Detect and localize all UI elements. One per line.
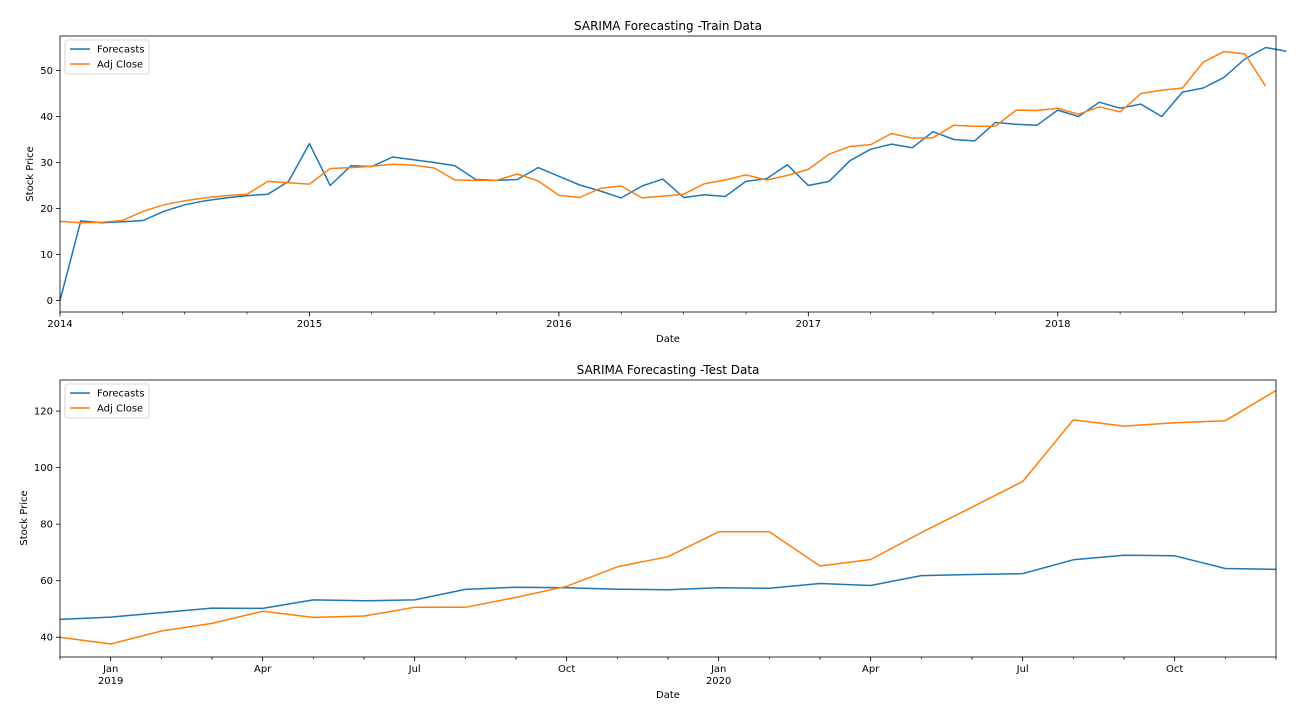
train-chart: SARIMA Forecasting -Train Data 0 10 20 30 40… <box>25 19 1287 345</box>
axes-frame <box>59 35 1277 313</box>
y-tick-label: 0 <box>47 296 53 307</box>
y-tick-label: 40 <box>40 112 53 123</box>
y-axis: 40 60 80 100 120 <box>34 407 60 644</box>
plot-area <box>59 46 1287 301</box>
test-chart: SARIMA Forecasting -Test Data 40 60 80 100 1… <box>19 363 1277 701</box>
y-axis: 0 10 20 30 40 50 <box>40 66 60 307</box>
y-tick-label: 30 <box>40 158 53 169</box>
x-tick-sublabel: 2020 <box>706 676 731 687</box>
x-tick-label: 2016 <box>546 319 571 330</box>
x-tick-label: Apr <box>862 664 880 675</box>
x-axis-label: Date <box>656 334 680 345</box>
x-axis: 2014 2015 2016 2017 2018 <box>47 312 1246 330</box>
chart-title: SARIMA Forecasting -Test Data <box>577 363 760 377</box>
plot-area <box>59 389 1277 645</box>
x-axis-label: Date <box>656 690 680 701</box>
legend: Forecasts Adj Close <box>64 383 150 419</box>
axes-frame <box>59 379 1277 658</box>
y-tick-label: 100 <box>34 463 53 474</box>
x-tick-label: Jul <box>408 664 421 675</box>
series-line-forecasts <box>59 46 1287 301</box>
x-tick-label: Oct <box>558 664 575 675</box>
x-tick-label: Oct <box>1166 664 1183 675</box>
x-tick-label: Jan <box>102 664 118 675</box>
y-tick-label: 120 <box>34 407 53 418</box>
y-axis-label: Stock Price <box>19 490 30 545</box>
y-tick-label: 80 <box>40 520 53 531</box>
x-tick-label: 2017 <box>796 319 821 330</box>
y-tick-label: 20 <box>40 204 53 215</box>
series-line-adj-close <box>59 50 1267 224</box>
x-tick-label: Jul <box>1016 664 1029 675</box>
x-tick-label: 2014 <box>47 319 72 330</box>
legend-entry: Adj Close <box>97 404 143 415</box>
series-line-adj-close <box>59 389 1277 645</box>
legend-entry: Adj Close <box>97 60 143 71</box>
x-tick-label: Apr <box>254 664 272 675</box>
series-line-forecasts <box>59 554 1277 621</box>
y-tick-label: 10 <box>40 250 53 261</box>
y-tick-label: 50 <box>40 66 53 77</box>
x-tick-label: 2018 <box>1045 319 1070 330</box>
x-tick-label: 2015 <box>297 319 322 330</box>
chart-title: SARIMA Forecasting -Train Data <box>574 19 762 33</box>
y-axis-label: Stock Price <box>25 146 36 201</box>
y-tick-label: 60 <box>40 576 53 587</box>
legend-entry: Forecasts <box>97 45 145 56</box>
x-tick-label: Jan <box>710 664 726 675</box>
legend-entry: Forecasts <box>97 389 145 400</box>
x-tick-sublabel: 2019 <box>98 676 123 687</box>
legend: Forecasts Adj Close <box>64 39 150 75</box>
y-tick-label: 40 <box>40 633 53 644</box>
